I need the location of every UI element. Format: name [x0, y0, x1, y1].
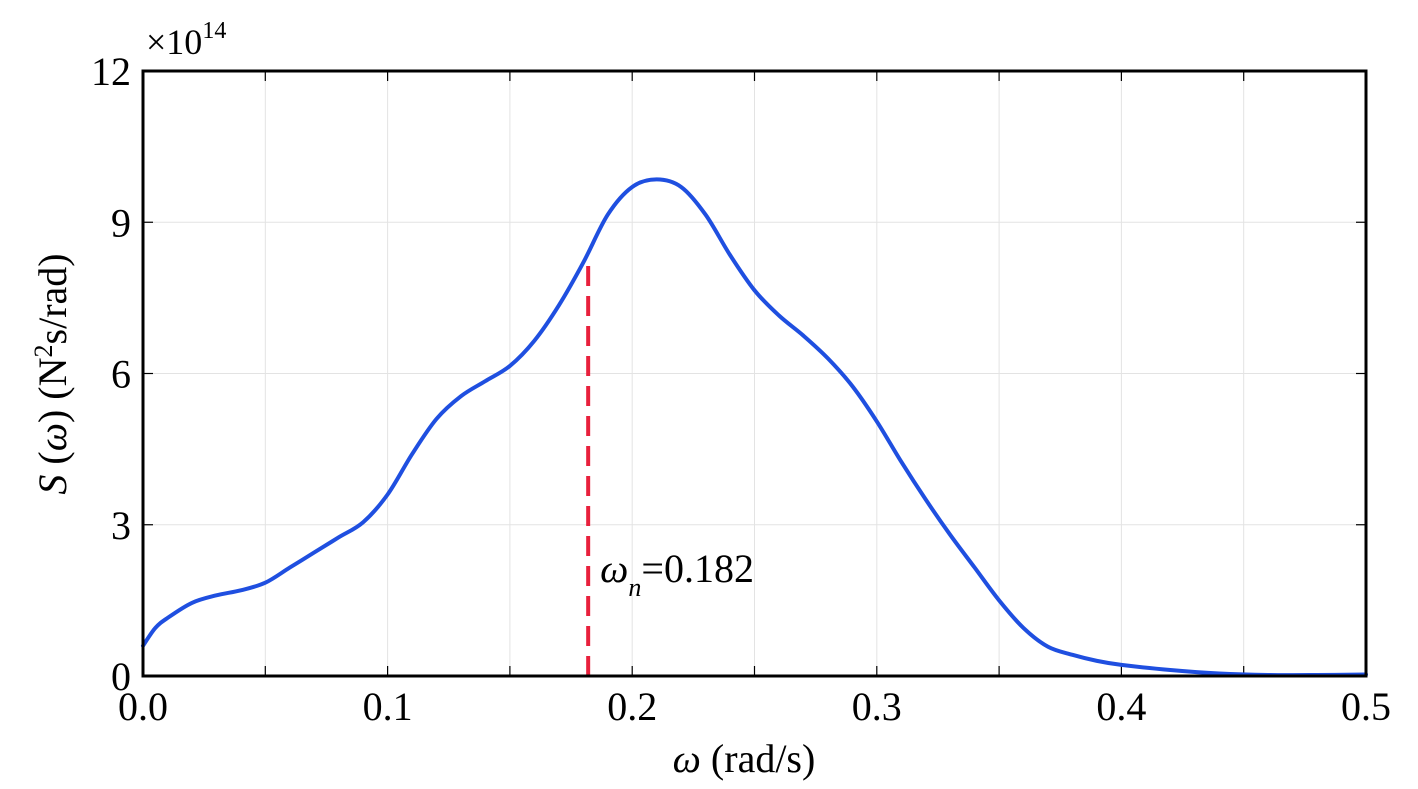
- y-axis-arg-close: ): [30, 410, 75, 423]
- x-axis-symbol: ω: [673, 736, 701, 781]
- natural-frequency-label: ωn=0.182: [600, 546, 754, 602]
- y-axis-label: S (ω) (N2s/rad): [29, 253, 75, 494]
- x-axis-label: ω (rad/s): [673, 736, 816, 781]
- y-axis-unit-sup: 2: [29, 344, 58, 357]
- y-axis-arg-open: (: [30, 451, 75, 474]
- x-tick-label: 0.0: [118, 684, 168, 729]
- y-tick-label: 12: [91, 49, 131, 94]
- y-tick-label: 3: [111, 503, 131, 548]
- y-axis-unit-post: s/rad): [30, 253, 75, 344]
- annotation-value: =0.182: [641, 546, 754, 591]
- y-multiplier-exponent: 14: [202, 18, 226, 44]
- y-axis-symbol: S: [30, 475, 75, 495]
- annotation-symbol: ω: [600, 546, 628, 591]
- y-axis-multiplier: ×1014: [146, 18, 226, 62]
- x-tick-label: 0.1: [363, 684, 413, 729]
- y-axis-arg-symbol: ω: [30, 423, 75, 451]
- x-tick-label: 0.4: [1096, 684, 1146, 729]
- y-tick-label: 6: [111, 352, 131, 397]
- grid-lines: [143, 71, 1366, 676]
- annotation-subscript: n: [628, 573, 641, 602]
- x-tick-label: 0.3: [852, 684, 902, 729]
- y-tick-labels: 0 3 6 9 12: [91, 49, 131, 699]
- x-tick-label: 0.2: [607, 684, 657, 729]
- y-axis-unit-pre: (N: [30, 357, 75, 409]
- x-tick-labels: 0.0 0.1 0.2 0.3 0.4 0.5: [118, 684, 1391, 729]
- x-axis-unit: (rad/s): [701, 736, 815, 781]
- y-multiplier-base: ×10: [146, 22, 202, 62]
- y-tick-label: 0: [111, 654, 131, 699]
- series-layer: [141, 177, 1368, 678]
- plot-frame: [141, 69, 1368, 678]
- series-line: [141, 177, 1368, 678]
- y-tick-label: 9: [111, 200, 131, 245]
- marker-layer: ωn=0.182: [586, 260, 754, 676]
- x-tick-label: 0.5: [1341, 684, 1391, 729]
